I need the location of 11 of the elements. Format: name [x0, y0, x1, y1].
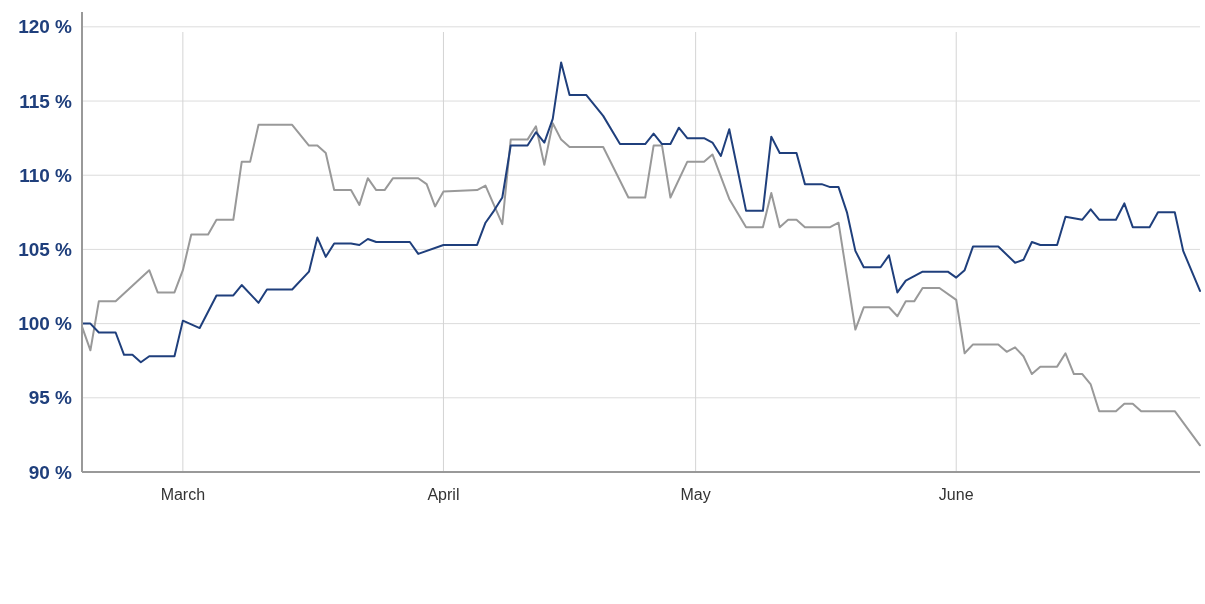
y-tick-label: 95 %: [28, 387, 73, 409]
x-tick-label: June: [938, 486, 974, 503]
x-tick-label: April: [427, 486, 460, 503]
y-tick-label: 105 %: [18, 239, 73, 261]
y-tick-label: 115 %: [19, 90, 73, 112]
x-tick-label: May: [680, 486, 711, 503]
y-tick-label: 90 %: [28, 461, 73, 483]
y-tick-label: 120 %: [18, 16, 73, 38]
x-tick-label: March: [160, 486, 206, 503]
y-tick-label: 110 %: [19, 164, 73, 186]
y-tick-label: 100 %: [18, 313, 73, 335]
